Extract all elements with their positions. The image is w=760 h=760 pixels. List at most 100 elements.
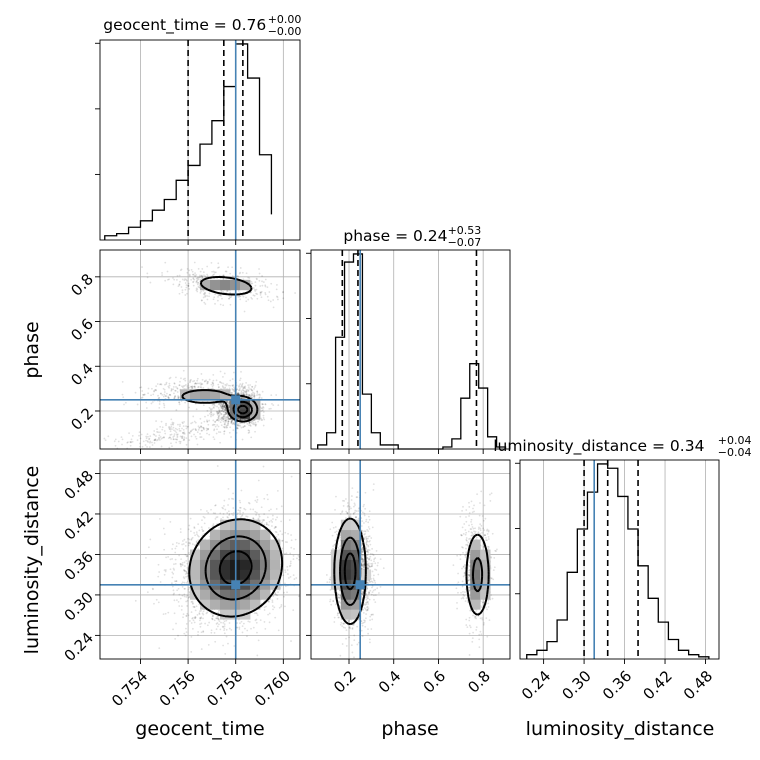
sample-point: [218, 411, 221, 413]
sample-point: [239, 513, 242, 515]
sample-point: [243, 386, 246, 389]
sample-point: [215, 379, 218, 382]
sample-point: [222, 404, 224, 407]
sample-point: [169, 394, 172, 397]
sample-point: [236, 275, 239, 277]
sample-point: [239, 511, 241, 514]
sample-point: [194, 617, 196, 620]
sample-point: [274, 525, 277, 528]
sample-point: [221, 297, 223, 300]
sample-point: [175, 438, 178, 441]
sample-point: [255, 277, 258, 280]
sample-point: [217, 425, 220, 428]
sample-point: [176, 435, 179, 438]
sample-point: [155, 435, 157, 437]
sample-point: [230, 419, 233, 422]
sample-point: [289, 552, 292, 555]
sample-point: [201, 378, 204, 381]
sample-point: [198, 544, 200, 547]
sample-point: [263, 497, 266, 500]
sample-point: [298, 595, 300, 598]
sample-point: [253, 397, 256, 399]
sample-point: [180, 385, 183, 388]
sample-point: [149, 440, 152, 443]
sample-point: [148, 437, 151, 440]
sample-point: [179, 423, 181, 426]
sample-point: [203, 532, 206, 535]
sample-point: [232, 512, 235, 514]
sample-point: [248, 422, 251, 424]
sample-point: [297, 554, 300, 557]
sample-point: [187, 387, 190, 390]
sample-point: [141, 396, 144, 399]
sample-point: [220, 406, 223, 409]
sample-point: [186, 268, 189, 270]
sample-point: [222, 278, 225, 280]
sample-point: [188, 538, 191, 541]
sample-point: [185, 425, 187, 428]
sample-point: [272, 306, 275, 309]
sample-point: [182, 425, 185, 428]
sample-point: [215, 617, 217, 620]
sample-point: [191, 536, 194, 539]
sample-point: [228, 627, 231, 630]
sample-point: [157, 438, 159, 441]
sample-point: [194, 382, 197, 385]
sample-point: [274, 593, 277, 595]
sample-point: [181, 289, 184, 292]
sample-point: [250, 388, 253, 391]
sample-point: [251, 389, 254, 392]
sample-point: [253, 392, 256, 395]
sample-point: [212, 406, 215, 409]
sample-point: [195, 605, 198, 608]
sample-point: [252, 626, 255, 629]
sample-point: [195, 408, 198, 411]
sample-point: [208, 419, 211, 422]
sample-point: [211, 618, 214, 620]
sample-point: [208, 621, 211, 624]
sample-point: [216, 419, 218, 422]
sample-point: [173, 433, 176, 436]
sample-point: [284, 585, 287, 588]
sample-point: [248, 429, 251, 432]
sample-point: [175, 580, 178, 582]
sample-point: [206, 298, 209, 301]
sample-point: [214, 302, 216, 305]
sample-point: [171, 558, 174, 560]
sample-point: [227, 510, 230, 513]
sample-point: [206, 273, 208, 276]
sample-point: [193, 385, 196, 388]
sample-point: [213, 428, 216, 431]
sample-point: [170, 423, 173, 426]
sample-point: [212, 274, 215, 276]
sample-point: [261, 418, 264, 421]
sample-point: [252, 294, 255, 297]
sample-point: [225, 400, 228, 403]
sample-point: [178, 396, 180, 399]
sample-point: [290, 640, 292, 642]
sample-point: [182, 613, 185, 615]
sample-point: [146, 591, 149, 594]
sample-point: [184, 282, 187, 284]
sample-point: [186, 612, 189, 615]
sample-point: [197, 633, 199, 636]
sample-point: [217, 412, 219, 415]
sample-point: [222, 410, 225, 413]
sample-point: [211, 270, 214, 273]
sample-point: [186, 387, 189, 389]
sample-point: [225, 635, 228, 638]
sample-point: [236, 424, 239, 427]
sample-point: [185, 541, 188, 544]
sample-point: [218, 618, 220, 621]
sample-point: [183, 438, 185, 440]
sample-point: [226, 401, 229, 404]
sample-point: [236, 393, 239, 396]
sample-point: [220, 290, 223, 292]
sample-point: [258, 279, 261, 282]
sample-point: [242, 392, 245, 395]
sample-point: [216, 299, 219, 302]
sample-point: [284, 571, 287, 574]
sample-point: [261, 409, 263, 412]
sample-point: [283, 595, 285, 598]
sample-point: [282, 297, 285, 300]
